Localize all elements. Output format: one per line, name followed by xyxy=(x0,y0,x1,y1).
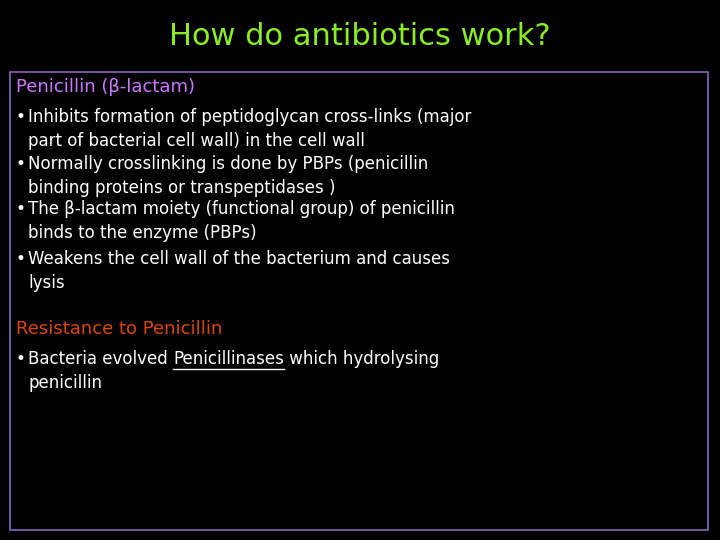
Text: •: • xyxy=(16,250,26,268)
Text: Normally crosslinking is done by PBPs (penicillin
binding proteins or transpepti: Normally crosslinking is done by PBPs (p… xyxy=(28,155,428,197)
Text: penicillin: penicillin xyxy=(28,374,102,392)
Text: Penicillin (β-lactam): Penicillin (β-lactam) xyxy=(16,78,195,96)
Text: Inhibits formation of peptidoglycan cross-links (major
part of bacterial cell wa: Inhibits formation of peptidoglycan cros… xyxy=(28,108,472,150)
Text: The β-lactam moiety (functional group) of penicillin
binds to the enzyme (PBPs): The β-lactam moiety (functional group) o… xyxy=(28,200,455,242)
Text: •: • xyxy=(16,350,26,368)
Text: Penicillinases: Penicillinases xyxy=(173,350,284,368)
Text: Resistance to Penicillin: Resistance to Penicillin xyxy=(16,320,222,338)
Text: •: • xyxy=(16,108,26,126)
Text: How do antibiotics work?: How do antibiotics work? xyxy=(169,22,551,51)
Text: Bacteria evolved: Bacteria evolved xyxy=(28,350,173,368)
Text: •: • xyxy=(16,155,26,173)
Text: •: • xyxy=(16,200,26,218)
Text: Weakens the cell wall of the bacterium and causes
lysis: Weakens the cell wall of the bacterium a… xyxy=(28,250,450,292)
Text: which hydrolysing: which hydrolysing xyxy=(284,350,439,368)
